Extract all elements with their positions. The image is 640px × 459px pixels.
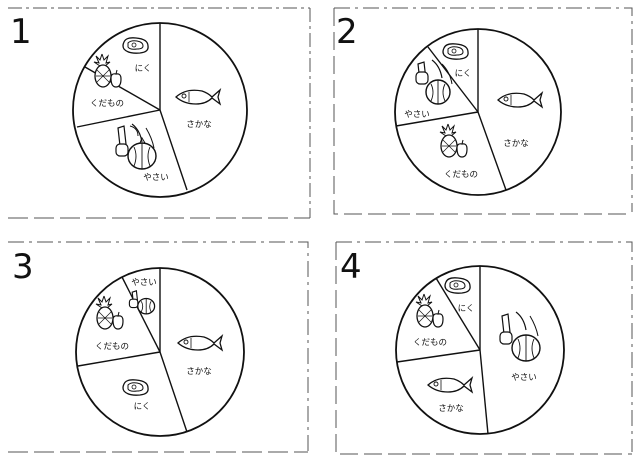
panel-number: 2 [336, 12, 358, 52]
label-kudamono: くだもの [443, 170, 479, 180]
panel-3: 3 やさい くだもの [0, 230, 320, 459]
label-kudamono: くだもの [94, 342, 130, 352]
fruit-pineapple-apple-icon [93, 53, 122, 88]
fruit-pineapple-apple-icon [95, 295, 124, 330]
vegetables-icon [115, 123, 157, 170]
label-yasai: やさい [131, 278, 157, 288]
vegetables-icon [128, 290, 156, 315]
pie-chart [75, 267, 245, 437]
meat-steak-icon [122, 379, 149, 396]
label-yasai: やさい [404, 110, 430, 120]
panel-3-frame [8, 241, 309, 453]
label-sakana: さかな [503, 139, 529, 149]
vegetables-icon [499, 311, 541, 362]
label-sakana: さかな [438, 404, 464, 414]
panel-number: 1 [10, 12, 32, 52]
fish-icon [175, 88, 222, 106]
label-sakana: さかな [186, 367, 212, 377]
panel-number: 3 [12, 247, 34, 287]
panel-4: 4 [320, 230, 640, 459]
fish-icon [427, 376, 474, 394]
label-yasai: やさい [511, 373, 537, 383]
meat-steak-icon [442, 43, 469, 60]
panel-1-frame [8, 7, 311, 219]
panel-2-frame [333, 7, 633, 215]
fish-icon [497, 91, 544, 109]
fruit-pineapple-apple-icon [439, 123, 468, 158]
label-niku: にく [454, 69, 472, 79]
panel-4-frame [335, 241, 633, 455]
panel-1: 1 [0, 0, 320, 230]
label-sakana: さかな [186, 120, 212, 130]
label-niku: にく [134, 64, 152, 74]
panel-number: 4 [340, 247, 362, 287]
meat-steak-icon [444, 277, 471, 294]
pie-chart [72, 22, 248, 198]
label-kudamono: くだもの [89, 99, 125, 109]
pie-chart [395, 265, 565, 435]
vegetables-icon [415, 59, 453, 105]
label-niku: にく [133, 402, 151, 412]
label-yasai: やさい [143, 173, 169, 183]
meat-steak-icon [122, 37, 149, 54]
fruit-pineapple-apple-icon [415, 293, 444, 328]
pie-chart [394, 28, 562, 196]
fish-icon [177, 334, 224, 352]
label-niku: にく [457, 304, 475, 314]
panel-2: 2 [320, 0, 640, 230]
label-kudamono: くだもの [412, 338, 448, 348]
